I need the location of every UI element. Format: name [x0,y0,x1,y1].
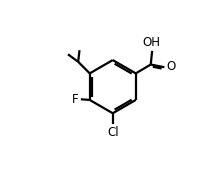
Text: Cl: Cl [107,126,119,139]
Text: F: F [72,93,78,106]
Text: O: O [166,60,175,73]
Text: OH: OH [142,36,160,49]
